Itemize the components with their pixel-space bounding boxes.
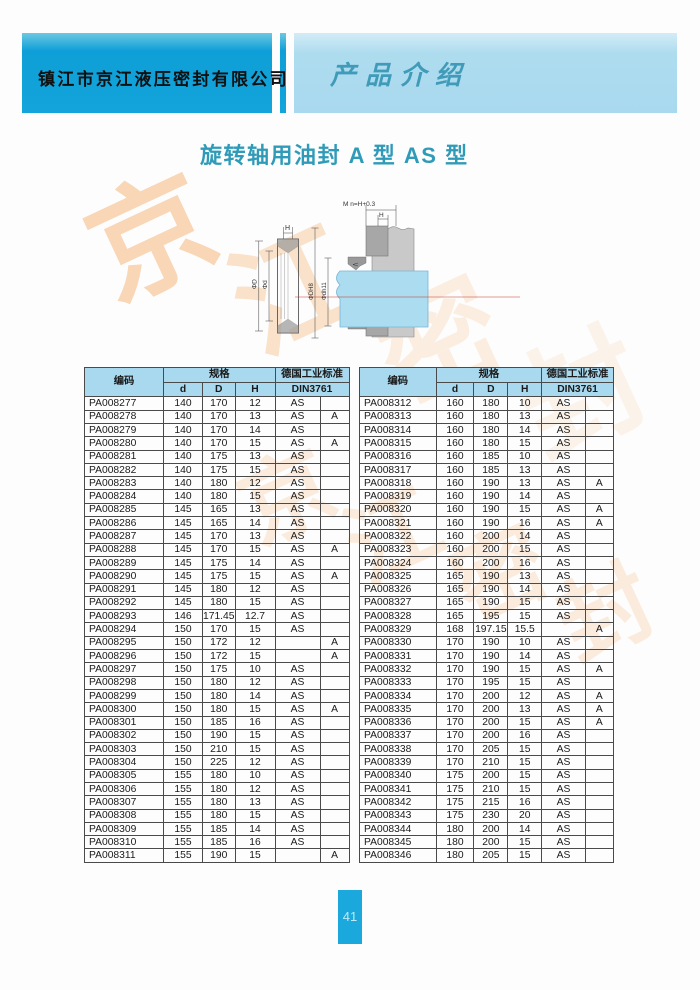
svg-text:ΦDH8: ΦDH8 [309,283,315,300]
svg-text:Φd: Φd [262,280,269,289]
svg-text:H: H [285,225,290,232]
svg-text:H: H [379,212,384,219]
svg-text:ΦD: ΦD [252,279,259,289]
svg-text:M n=H+0.3: M n=H+0.3 [343,201,376,208]
svg-text:京: 京 [68,151,236,326]
svg-text:Φdh11: Φdh11 [322,282,328,300]
